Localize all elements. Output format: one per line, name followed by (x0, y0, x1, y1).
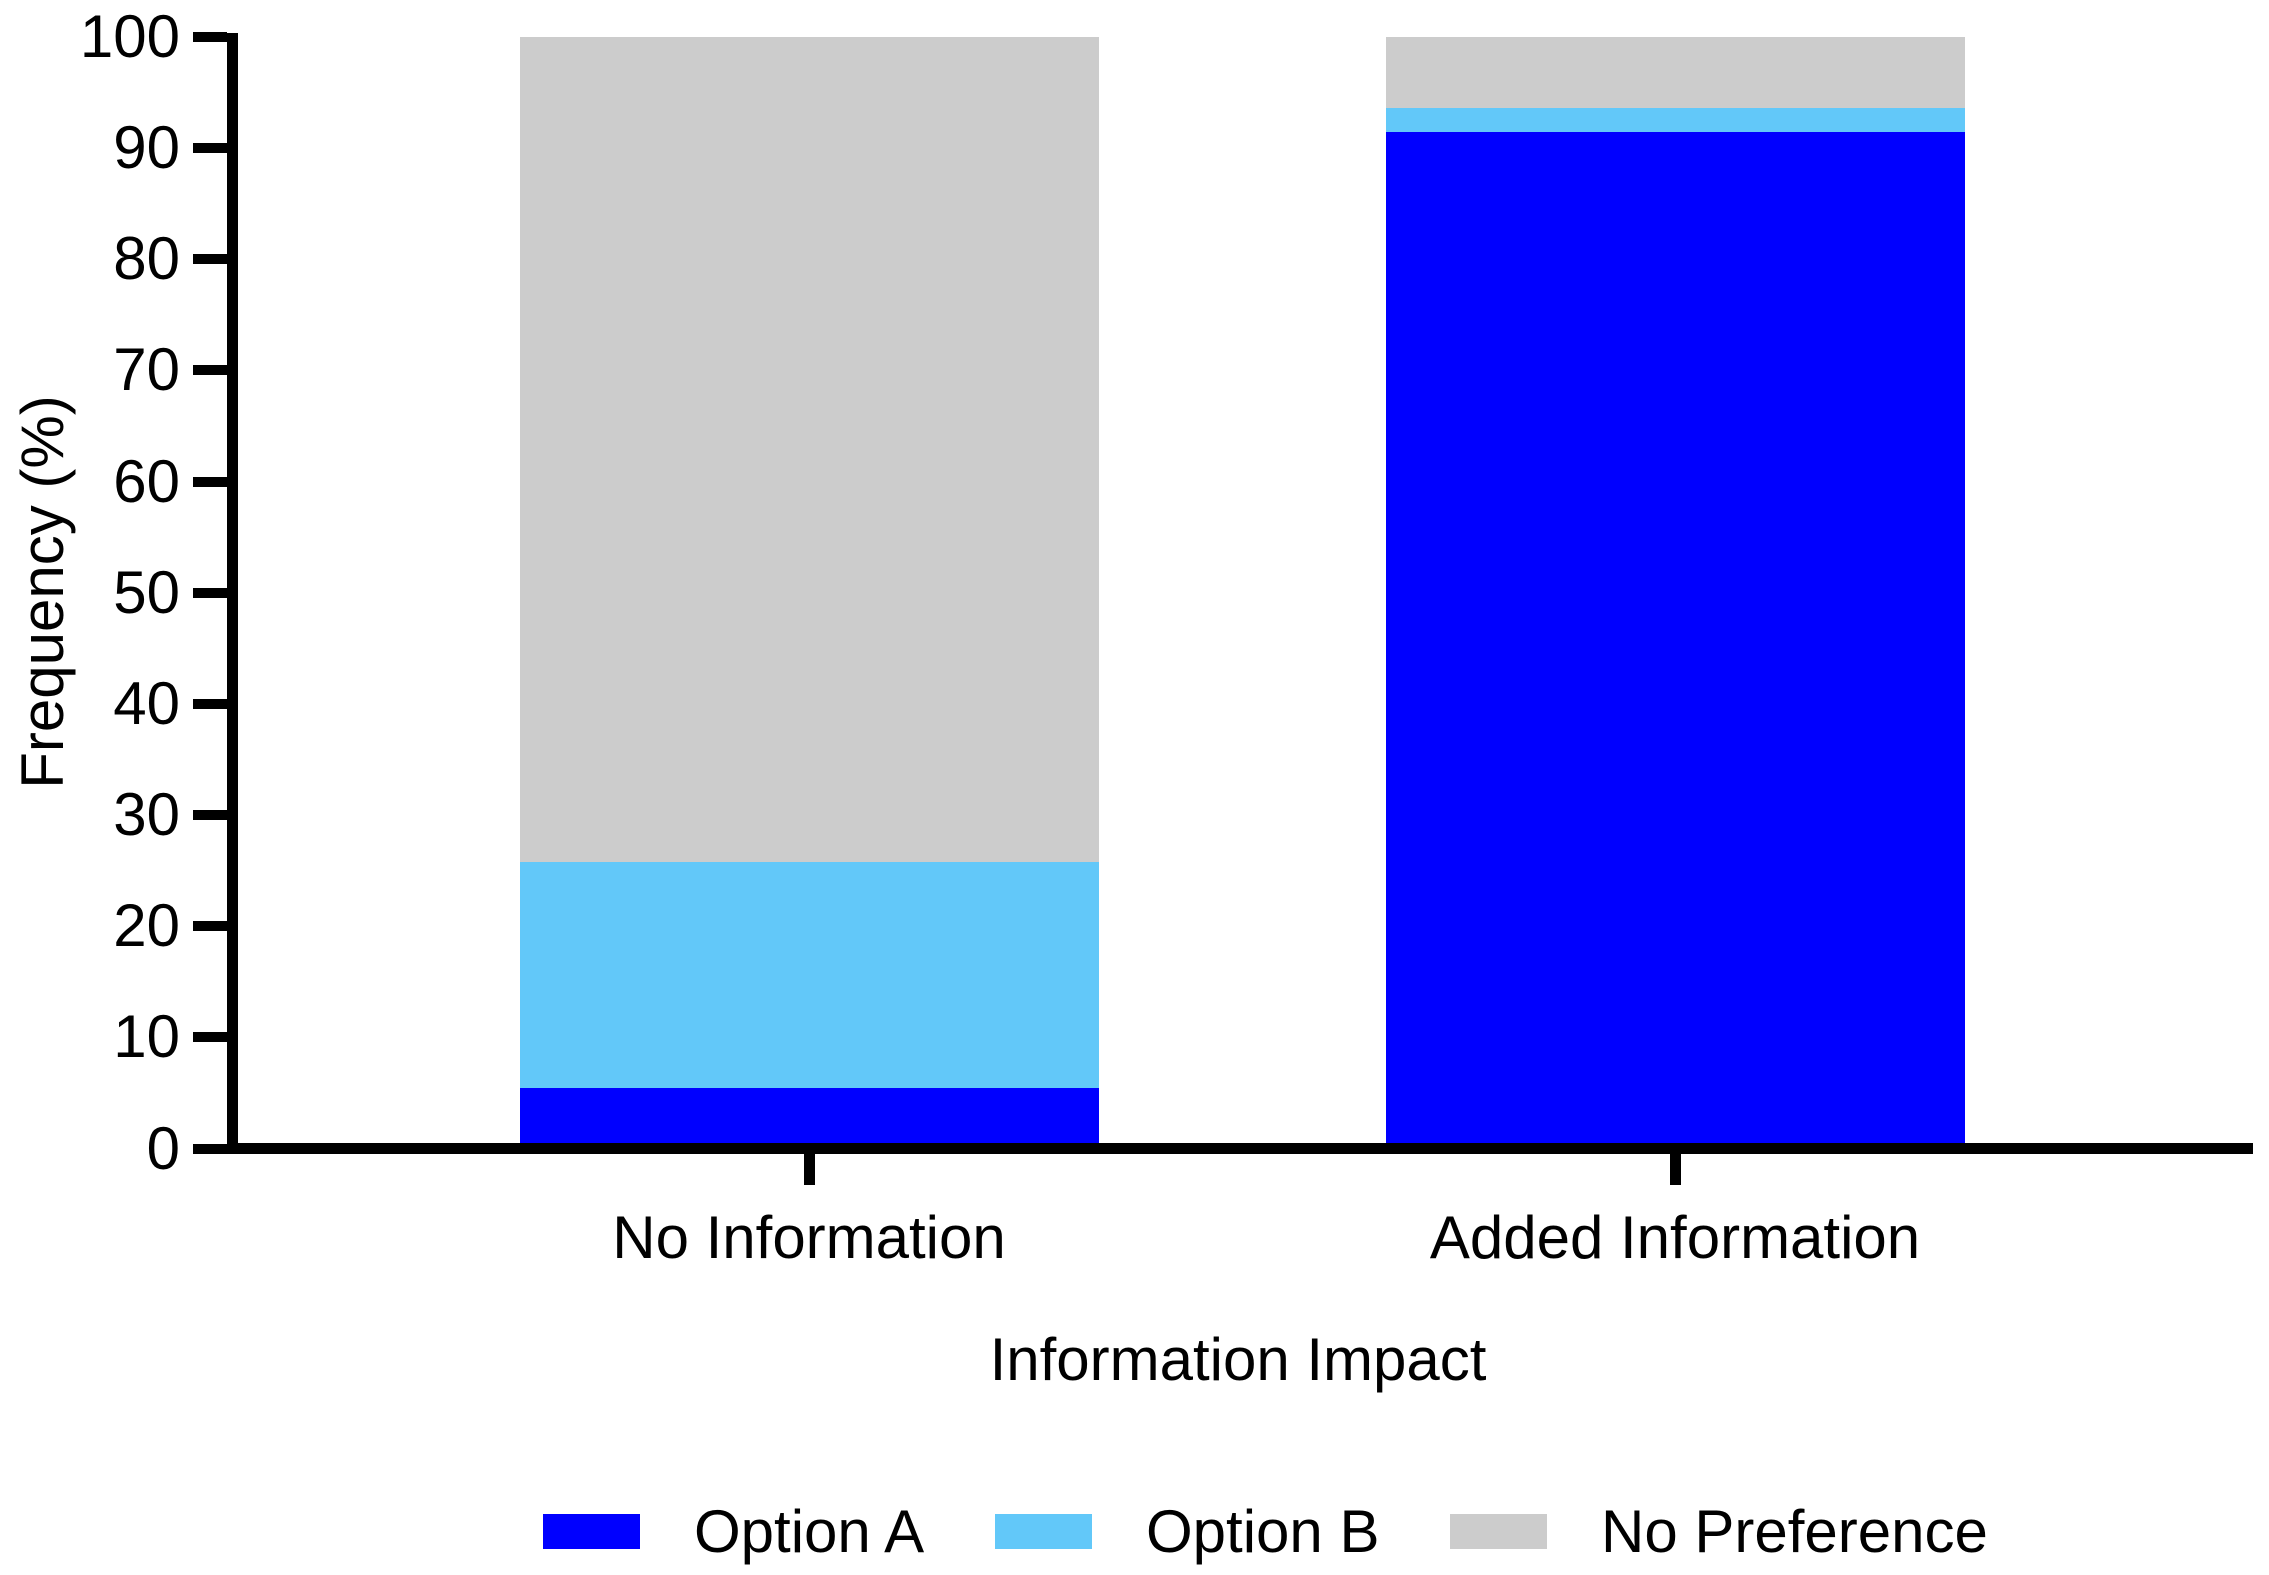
y-tick-mark (193, 587, 227, 598)
bar-segment-option-a (519, 1087, 1099, 1143)
bar-segment-option-b (1385, 107, 1965, 133)
x-tick-label: No Information (612, 1204, 1006, 1271)
x-axis-title: Information Impact (989, 1326, 1487, 1393)
legend-swatch-icon (1450, 1514, 1547, 1549)
y-tick-label: 30 (113, 781, 180, 849)
y-tick-mark (193, 810, 227, 821)
y-tick-label: 90 (113, 114, 180, 182)
legend-item-no-preference: No Preference (1450, 1501, 1988, 1561)
y-tick-mark (193, 254, 227, 265)
legend-swatch-icon (995, 1514, 1092, 1549)
bar-segment-option-a (1385, 132, 1965, 1143)
legend-label: Option A (694, 1497, 925, 1565)
y-tick-label: 20 (113, 892, 180, 960)
bar-added-information (1385, 37, 1965, 1143)
y-tick-mark (193, 921, 227, 932)
legend-item-option-b: Option B (995, 1501, 1379, 1561)
y-tick-label: 50 (113, 558, 180, 626)
y-tick-label: 60 (113, 447, 180, 515)
y-tick-label: 0 (146, 1114, 180, 1182)
x-axis-line (227, 1143, 2253, 1154)
y-tick-mark (193, 698, 227, 709)
y-tick-mark (193, 476, 227, 487)
y-tick-mark (193, 1032, 227, 1043)
x-tick-mark (803, 1154, 815, 1185)
y-tick-label: 80 (113, 225, 180, 293)
y-axis-title: Frequency (%) (9, 395, 76, 789)
bar-segment-no-preference (1385, 37, 1965, 108)
y-tick-label: 10 (113, 1003, 180, 1071)
y-axis-line (227, 33, 238, 1154)
legend-swatch-icon (543, 1514, 640, 1549)
y-tick-mark (193, 32, 227, 42)
y-tick-mark (193, 143, 227, 154)
y-tick-label: 100 (79, 3, 180, 70)
bar-segment-option-b (519, 862, 1099, 1088)
legend-item-option-a: Option A (543, 1501, 924, 1561)
y-tick-mark (193, 365, 227, 376)
bar-no-information (519, 37, 1099, 1143)
y-tick-mark (193, 1143, 227, 1154)
bar-segment-no-preference (519, 37, 1099, 863)
y-tick-label: 40 (113, 669, 180, 737)
legend-label: No Preference (1601, 1497, 1988, 1565)
x-tick-label: Added Information (1429, 1204, 1921, 1271)
legend-label: Option B (1146, 1497, 1380, 1565)
x-tick-mark (1669, 1154, 1681, 1185)
y-tick-label: 70 (113, 336, 180, 404)
